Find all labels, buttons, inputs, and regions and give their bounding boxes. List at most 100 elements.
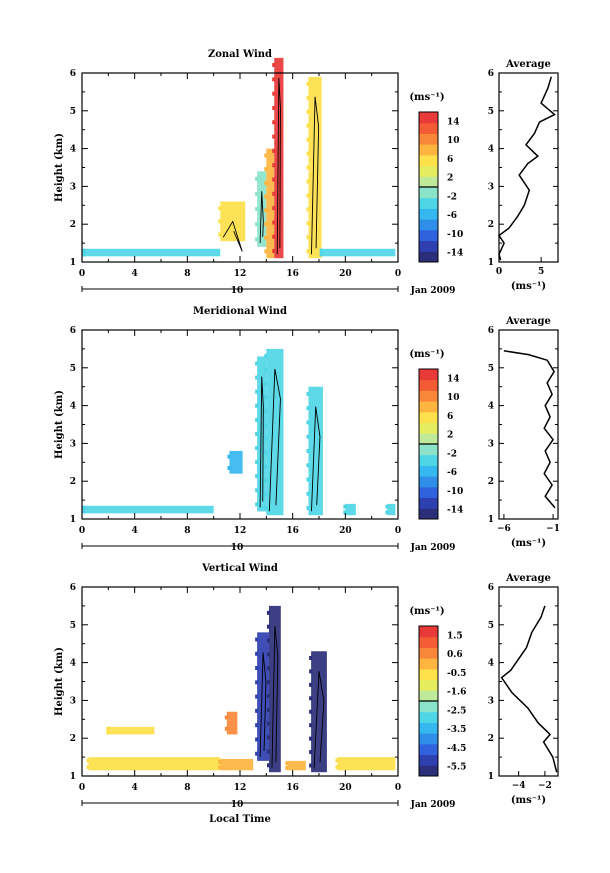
profile-x-tick-label: 0 xyxy=(496,267,502,277)
heatmap-speckle xyxy=(306,420,310,425)
profile-title: Average xyxy=(505,316,551,327)
x-tick-label: 20 xyxy=(339,783,352,793)
heatmap-speckle xyxy=(306,221,310,226)
heatmap-speckle xyxy=(385,504,389,509)
x-tick-label: 8 xyxy=(184,526,190,536)
colorbar-swatch xyxy=(419,187,438,199)
heatmap-speckle xyxy=(306,491,310,496)
profile-y-tick-label: 6 xyxy=(488,583,494,593)
heatmap-speckle xyxy=(255,431,259,436)
y-tick-label: 2 xyxy=(70,477,76,487)
colorbar-swatch xyxy=(419,154,438,167)
contour-line xyxy=(259,376,264,508)
colorbar-tick-label: -6 xyxy=(447,468,457,478)
profile-y-tick-label: 4 xyxy=(488,659,494,669)
heatmap-speckle xyxy=(255,222,259,227)
heatmap-speckle xyxy=(255,446,259,451)
profile-line xyxy=(503,350,556,509)
x-tick-label: 0 xyxy=(395,526,401,536)
contour-line xyxy=(313,671,325,769)
colorbar-swatch xyxy=(419,508,438,520)
heatmap-speckle xyxy=(306,391,310,396)
heatmap-cell xyxy=(108,726,155,735)
heatmap-speckle xyxy=(266,624,270,629)
colorbar-swatch xyxy=(419,711,438,723)
y-tick-label: 5 xyxy=(70,364,76,374)
y-tick-label: 2 xyxy=(70,734,76,744)
heatmap-speckle xyxy=(82,252,86,257)
date-suffix: Jan 2009 xyxy=(410,543,456,553)
heatmap-speckle xyxy=(343,504,347,509)
heatmap-speckle xyxy=(264,395,268,400)
heatmap-speckle xyxy=(255,502,259,507)
heatmap-cell xyxy=(311,651,327,773)
profile-y-tick-label: 3 xyxy=(488,696,494,706)
heatmap-speckle xyxy=(264,464,268,469)
heatmap-speckle xyxy=(218,765,222,770)
colorbar-swatch xyxy=(419,454,438,466)
heatmap-speckle xyxy=(255,417,259,422)
colorbar-swatch xyxy=(419,165,438,177)
x-tick-label: 20 xyxy=(339,526,352,536)
colorbar-swatch xyxy=(419,369,438,381)
colorbar-tick-label: 10 xyxy=(447,393,460,403)
heatmap-speckle xyxy=(266,735,270,740)
heatmap-speckle xyxy=(255,375,259,380)
heatmap-speckle xyxy=(255,207,259,212)
contour-line xyxy=(268,368,281,512)
heatmap-speckle xyxy=(264,423,268,428)
heatmap-cell xyxy=(274,57,284,259)
y-tick-label: 4 xyxy=(70,659,76,669)
colorbar-swatch xyxy=(419,486,438,499)
date-suffix: Jan 2009 xyxy=(410,800,456,810)
colorbar-tick-label: -10 xyxy=(447,230,463,240)
x-tick-label: 0 xyxy=(79,526,85,536)
x-tick-label: 16 xyxy=(286,269,299,279)
heatmap-speckle xyxy=(255,389,259,394)
heatmap-speckle xyxy=(306,151,310,156)
heatmap-speckle xyxy=(106,726,110,731)
heatmap-speckle xyxy=(306,81,310,86)
heatmap-speckle xyxy=(266,638,270,643)
profile-x-tick-label: 5 xyxy=(538,267,544,277)
heatmap-speckle xyxy=(266,749,270,754)
heatmap-speckle xyxy=(264,367,268,372)
y-tick-label: 2 xyxy=(70,220,76,230)
heatmap-cell xyxy=(266,148,275,259)
colorbar-swatch xyxy=(419,229,438,242)
heatmap-speckle xyxy=(266,721,270,726)
y-tick-label: 1 xyxy=(70,515,76,525)
colorbar-tick-label: 14 xyxy=(447,374,460,384)
y-tick-label: 4 xyxy=(70,402,76,412)
heatmap-cell xyxy=(345,503,356,516)
contour-line xyxy=(259,652,267,757)
colorbar-swatch xyxy=(419,765,438,777)
heatmap-cell xyxy=(229,450,243,474)
colorbar-swatch xyxy=(419,497,438,509)
heatmap-speckle xyxy=(106,730,110,735)
colorbar-swatch xyxy=(419,411,438,424)
heatmap-speckle xyxy=(306,207,310,212)
heatmap-speckle xyxy=(306,235,310,240)
x-tick-label: 12 xyxy=(234,269,247,279)
heatmap-speckle xyxy=(285,765,289,770)
heatmap-cell xyxy=(220,758,254,771)
heatmap-speckle xyxy=(266,707,270,712)
colorbar-swatch xyxy=(419,390,438,402)
colorbar-swatch xyxy=(419,379,438,391)
colorbar-tick-label: -4.5 xyxy=(447,744,466,754)
colorbar-swatch xyxy=(419,668,438,681)
heatmap-speckle xyxy=(306,123,310,128)
heatmap-speckle xyxy=(255,651,259,656)
colorbar-tick-label: -2.5 xyxy=(447,706,466,716)
profile-x-tick-label: −4 xyxy=(512,781,526,791)
heatmap-speckle xyxy=(306,109,310,114)
colorbar-swatch xyxy=(419,197,438,209)
colorbar-swatch xyxy=(419,658,438,670)
profile-y-tick-label: 6 xyxy=(488,69,494,79)
profile-x-tick-label: −1 xyxy=(546,524,560,534)
profile-y-tick-label: 1 xyxy=(488,515,494,525)
colorbar-swatch xyxy=(419,679,438,691)
y-tick-label: 6 xyxy=(70,69,76,79)
colorbar-tick-label: 6 xyxy=(447,412,453,422)
